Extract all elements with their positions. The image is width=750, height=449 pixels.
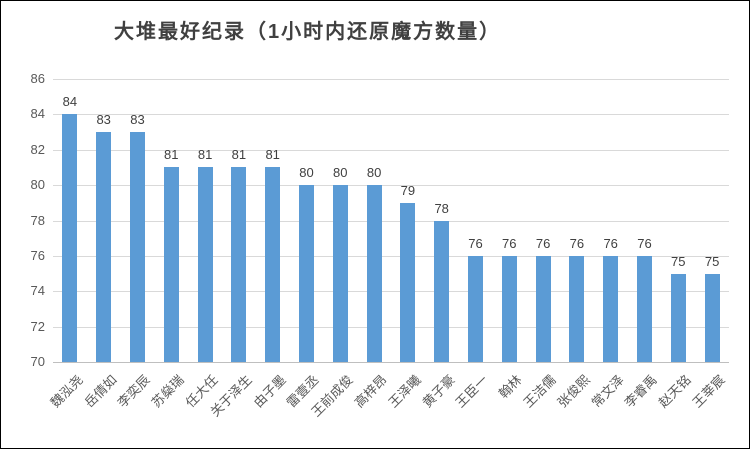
x-tick-label: 王泽曦	[385, 372, 424, 411]
x-tick-label: 李奕辰	[115, 372, 154, 411]
bar-value-label: 76	[569, 235, 585, 251]
y-tick-label: 74	[30, 283, 45, 299]
bar-value-label: 78	[434, 200, 449, 216]
bar	[332, 185, 348, 362]
bar	[434, 220, 450, 362]
gridline	[53, 79, 729, 80]
bar-value-label: 81	[265, 147, 280, 163]
bar-value-label: 83	[96, 112, 111, 128]
bar-value-label: 81	[197, 147, 213, 163]
x-tick-label: 张俊熙	[554, 372, 593, 411]
bar-value-label: 76	[637, 235, 652, 251]
x-tick-label: 苏燊瑞	[148, 372, 188, 411]
bar	[96, 132, 112, 362]
gridline	[53, 255, 729, 257]
bar	[299, 185, 314, 362]
bar-value-label: 80	[333, 165, 348, 181]
x-tick-label: 王洁儒	[520, 372, 559, 411]
bar	[569, 255, 585, 362]
bar-value-label: 80	[299, 165, 314, 181]
bar	[265, 167, 281, 362]
bar-value-label: 75	[671, 253, 686, 269]
bar-value-label: 76	[535, 235, 551, 251]
plot-area: 84 83 83 81 81 81 81 80 80 80 79 78 76 76 76 76 76 76 75 75	[53, 79, 729, 362]
bar-value-label: 76	[468, 235, 483, 251]
y-tick-label: 78	[30, 212, 45, 228]
bar	[704, 273, 720, 362]
gridline	[53, 114, 729, 116]
bar	[468, 255, 483, 362]
bar-value-label: 83	[130, 112, 145, 128]
x-tick-label: 王莘宸	[689, 372, 728, 411]
x-tick-label: 魏泓尧	[47, 372, 86, 411]
bar	[501, 255, 517, 362]
chart-title: 大堆最好纪录（1小时内还原魔方数量）	[114, 21, 502, 43]
x-axis-line	[53, 362, 729, 363]
x-tick-label: 高梓昂	[351, 372, 390, 411]
bar-value-label: 76	[502, 235, 517, 251]
gridline	[53, 149, 729, 151]
bar-value-label: 79	[400, 182, 416, 198]
y-tick-label: 86	[30, 71, 45, 86]
y-tick-label: 84	[30, 106, 45, 122]
bar	[400, 202, 416, 362]
y-tick-label: 72	[30, 318, 45, 334]
gridline	[53, 220, 729, 222]
bar	[670, 273, 686, 362]
bar-value-label: 84	[62, 94, 78, 110]
y-tick-label: 80	[30, 177, 45, 193]
bar	[62, 114, 78, 362]
bar	[366, 185, 382, 362]
gridline	[53, 326, 729, 328]
bar	[637, 255, 652, 362]
bar	[535, 255, 551, 362]
bar	[197, 167, 213, 362]
bar-value-label: 81	[164, 147, 179, 163]
x-tick-label: 岳倩如	[81, 372, 120, 411]
gridline	[53, 291, 729, 293]
bar-value-label: 75	[704, 253, 720, 269]
bar	[163, 167, 179, 362]
x-tick-label: 常文泽	[588, 372, 627, 411]
x-tick-label: 王臣一	[453, 372, 492, 411]
bar-value-label: 81	[231, 147, 247, 163]
y-tick-label: 82	[30, 141, 45, 157]
gridline	[53, 185, 729, 187]
x-tick-label: 李睿禹	[622, 372, 661, 411]
bar	[231, 167, 247, 362]
bar	[603, 255, 619, 362]
y-tick-label: 70	[30, 354, 45, 369]
x-tick-label: 由子墨	[250, 372, 289, 411]
x-tick-label: 黄子豪	[419, 372, 458, 411]
bar-value-label: 80	[366, 165, 382, 181]
bar-value-label: 76	[603, 235, 618, 251]
bar	[130, 132, 145, 362]
y-tick-label: 76	[30, 247, 45, 263]
x-tick-label: 赵天铭	[655, 372, 695, 411]
